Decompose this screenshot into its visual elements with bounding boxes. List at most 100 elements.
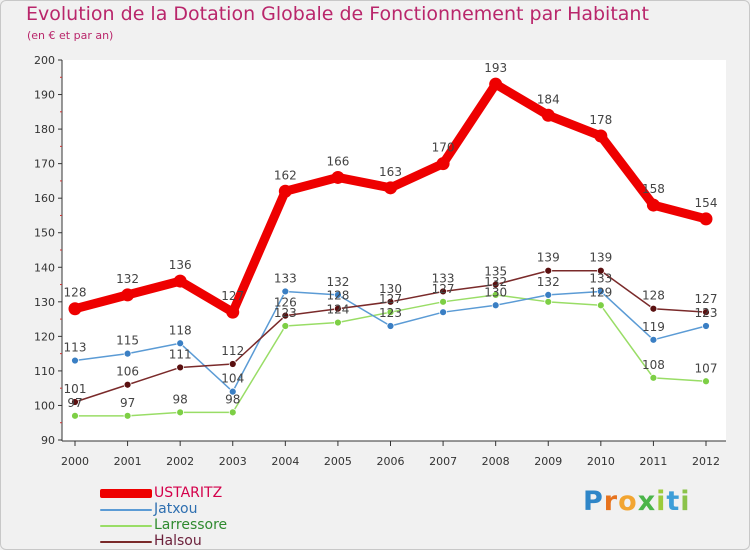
y-tick-label: 160 [34, 192, 55, 205]
x-tick-label: 2002 [166, 455, 194, 468]
data-label-larressore: 129 [589, 285, 612, 299]
legend-swatch [100, 489, 152, 498]
data-point-larressore [228, 408, 237, 417]
data-point-larressore [334, 318, 342, 327]
data-point-halsou [491, 280, 500, 289]
data-point-jatxou [491, 301, 500, 310]
y-tick-label: 170 [34, 158, 55, 171]
x-tick-label: 2005 [324, 455, 352, 468]
proxiti-logo: Proxiti [583, 486, 691, 517]
data-point-jatxou [439, 308, 447, 317]
logo-letter: o [618, 486, 638, 517]
data-label-halsou: 127 [695, 292, 718, 306]
data-point-jatxou [544, 291, 553, 299]
data-label-jatxou: 123 [695, 306, 718, 320]
data-point-halsou [544, 266, 553, 275]
data-label-ustaritz: 127 [221, 289, 244, 303]
logo-letter: P [583, 486, 604, 517]
x-tick-label: 2012 [692, 455, 720, 468]
data-point-halsou [123, 380, 132, 389]
logo-letter: t [666, 486, 681, 517]
data-point-larressore [702, 377, 710, 386]
plot-area [62, 60, 726, 441]
data-label-larressore: 124 [326, 303, 349, 317]
legend-label: Larressore [154, 517, 228, 533]
data-label-jatxou: 119 [642, 320, 665, 334]
data-label-ustaritz: 136 [169, 258, 192, 272]
data-label-ustaritz: 193 [484, 61, 507, 75]
data-point-halsou [702, 308, 710, 317]
data-point-halsou [228, 360, 237, 368]
data-label-larressore: 132 [484, 275, 507, 289]
y-tick-label: 180 [34, 123, 55, 136]
data-label-halsou: 130 [379, 282, 402, 296]
data-label-jatxou: 104 [221, 372, 244, 386]
data-point-larressore [71, 411, 79, 420]
data-label-halsou: 135 [484, 265, 507, 279]
data-point-halsou [71, 398, 79, 406]
chart-subtitle: (en € et par an) [27, 29, 114, 42]
data-point-ustaritz [541, 108, 555, 122]
legend-label: Halsou [154, 533, 202, 549]
data-label-halsou: 106 [116, 365, 139, 379]
x-tick-label: 2001 [114, 455, 142, 468]
legend-label: USTARITZ [154, 485, 223, 501]
y-tick-label: 110 [34, 365, 55, 378]
data-point-ustaritz [173, 274, 187, 288]
legend: USTARITZ Jatxou Larressore Halsou [100, 485, 300, 550]
logo-letter: i [656, 486, 667, 517]
legend-label: Jatxou [154, 501, 198, 517]
data-point-larressore [123, 411, 132, 420]
data-label-ustaritz: 162 [274, 168, 297, 182]
data-point-larressore [176, 408, 185, 417]
data-point-halsou [596, 266, 605, 275]
data-point-larressore [649, 373, 658, 382]
chart-title: Evolution de la Dotation Globale de Fonc… [26, 3, 649, 25]
data-label-larressore: 127 [379, 292, 402, 306]
legend-item-halsou: Halsou [100, 533, 300, 550]
x-tick-label: 2010 [587, 455, 615, 468]
y-tick-label: 200 [34, 54, 55, 67]
data-label-halsou: 126 [274, 296, 297, 310]
data-point-jatxou [649, 335, 658, 344]
data-point-jatxou [334, 291, 342, 299]
data-label-larressore: 108 [642, 358, 665, 372]
data-point-ustaritz [68, 302, 82, 316]
data-point-jatxou [228, 387, 237, 396]
data-point-ustaritz [646, 198, 660, 212]
data-point-jatxou [176, 339, 185, 348]
data-label-jatxou: 113 [64, 341, 87, 355]
data-label-halsou: 101 [64, 382, 87, 396]
data-point-jatxou [123, 349, 132, 358]
y-tick-label: 100 [34, 399, 55, 412]
data-label-jatxou: 118 [169, 323, 192, 337]
data-point-larressore [281, 322, 290, 330]
legend-swatch [100, 525, 152, 527]
data-point-ustaritz [331, 170, 345, 184]
y-tick-label: 140 [34, 261, 55, 274]
data-point-larressore [491, 291, 500, 299]
data-label-halsou: 112 [221, 344, 244, 358]
data-point-larressore [386, 308, 395, 317]
data-label-ustaritz: 154 [695, 196, 718, 210]
data-label-ustaritz: 158 [642, 182, 665, 196]
data-label-larressore: 98 [173, 392, 188, 406]
data-point-halsou [649, 304, 658, 313]
data-point-jatxou [71, 356, 79, 365]
data-label-halsou: 133 [432, 271, 455, 285]
data-label-halsou: 128 [642, 289, 665, 303]
data-label-ustaritz: 170 [432, 141, 455, 155]
x-tick-label: 2004 [271, 455, 299, 468]
data-label-halsou: 111 [169, 347, 192, 361]
data-label-jatxou: 133 [274, 271, 297, 285]
legend-swatch [100, 541, 152, 543]
data-label-larressore: 98 [225, 392, 240, 406]
data-label-larressore: 127 [432, 282, 455, 296]
data-label-ustaritz: 166 [326, 154, 349, 168]
data-label-jatxou: 132 [537, 275, 560, 289]
x-tick-label: 2007 [429, 455, 457, 468]
legend-item-ustaritz: USTARITZ [100, 485, 300, 502]
data-point-ustaritz [226, 305, 240, 319]
x-tick-label: 2008 [482, 455, 510, 468]
